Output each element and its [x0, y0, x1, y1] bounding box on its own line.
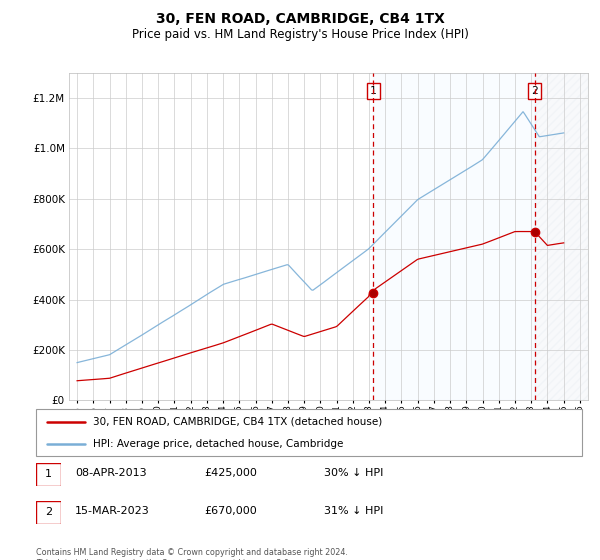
Text: £670,000: £670,000 — [204, 506, 257, 516]
Bar — [373, 73, 535, 400]
Text: Contains HM Land Registry data © Crown copyright and database right 2024.
This d: Contains HM Land Registry data © Crown c… — [36, 548, 348, 560]
Text: 15-MAR-2023: 15-MAR-2023 — [75, 506, 150, 516]
FancyBboxPatch shape — [36, 409, 582, 456]
Text: 2: 2 — [45, 507, 52, 517]
Text: Price paid vs. HM Land Registry's House Price Index (HPI): Price paid vs. HM Land Registry's House … — [131, 28, 469, 41]
Text: 08-APR-2013: 08-APR-2013 — [75, 468, 146, 478]
Text: HPI: Average price, detached house, Cambridge: HPI: Average price, detached house, Camb… — [94, 438, 344, 449]
FancyBboxPatch shape — [36, 463, 61, 486]
Text: 2: 2 — [531, 86, 538, 96]
Text: 1: 1 — [45, 469, 52, 479]
FancyBboxPatch shape — [36, 501, 61, 524]
Text: 30, FEN ROAD, CAMBRIDGE, CB4 1TX (detached house): 30, FEN ROAD, CAMBRIDGE, CB4 1TX (detach… — [94, 417, 383, 427]
Bar — [535, 73, 588, 400]
Text: 1: 1 — [370, 86, 377, 96]
Text: 31% ↓ HPI: 31% ↓ HPI — [324, 506, 383, 516]
Text: 30, FEN ROAD, CAMBRIDGE, CB4 1TX: 30, FEN ROAD, CAMBRIDGE, CB4 1TX — [155, 12, 445, 26]
Text: 30% ↓ HPI: 30% ↓ HPI — [324, 468, 383, 478]
Text: £425,000: £425,000 — [204, 468, 257, 478]
